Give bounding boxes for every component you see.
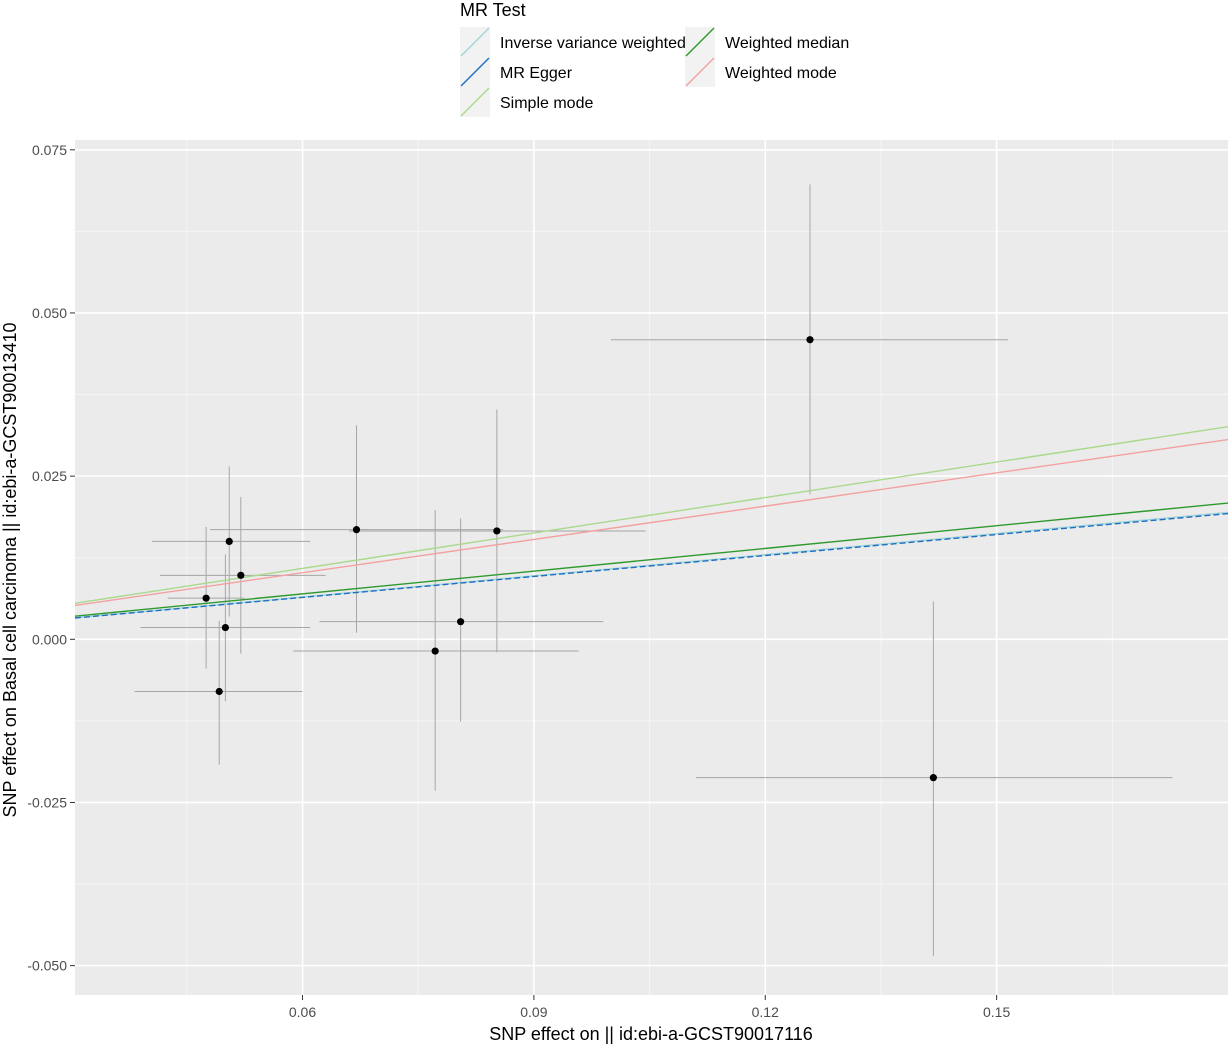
legend-label: Weighted mode <box>725 65 837 82</box>
legend-item-simple-mode: Simple mode <box>460 87 593 117</box>
x-tick-label: 0.12 <box>752 1004 779 1020</box>
x-tick-label: 0.09 <box>520 1004 547 1020</box>
line-mr-egger <box>74 512 1229 619</box>
line-simple-mode <box>74 425 1229 604</box>
y-tick-label: -0.050 <box>27 958 67 974</box>
x-axis: 0.06 0.09 0.12 0.15 <box>289 995 1010 1020</box>
y-tick-label: 0.050 <box>32 305 67 321</box>
data-point <box>215 687 223 696</box>
data-point <box>225 537 233 545</box>
data-points <box>202 336 937 782</box>
legend-key-line <box>685 57 715 87</box>
legend-item-weighted-mode: Weighted mode <box>685 57 837 87</box>
data-point <box>493 527 501 535</box>
legend-item-mr-egger: MR Egger <box>460 57 573 87</box>
data-point <box>929 774 937 782</box>
legend-items: Inverse variance weighted MR Egger Simple … <box>460 27 849 117</box>
y-tick-label: 0.025 <box>32 468 67 484</box>
line-weighted-mode <box>74 438 1229 607</box>
data-point <box>237 571 245 579</box>
legend-title: MR Test <box>460 0 526 20</box>
legend-label: MR Egger <box>500 65 573 82</box>
x-tick-label: 0.15 <box>983 1004 1010 1020</box>
legend-item-weighted-median: Weighted median <box>685 27 849 57</box>
y-tick-label: 0.075 <box>32 142 67 158</box>
legend-key-line <box>460 87 490 117</box>
data-point <box>457 618 465 626</box>
data-point <box>221 623 229 632</box>
legend-label: Simple mode <box>500 95 593 112</box>
y-tick-label: -0.025 <box>27 794 67 810</box>
legend-item-inverse-variance-weighted: Inverse variance weighted <box>460 27 686 57</box>
data-point <box>806 336 814 344</box>
y-axis: -0.050 -0.025 0.000 0.025 0.050 0.075 <box>27 142 75 974</box>
y-axis-title: SNP effect on Basal cell carcinoma || id… <box>0 323 20 818</box>
y-tick-label: 0.000 <box>32 631 67 647</box>
data-point <box>431 647 439 655</box>
line-weighted-median <box>74 502 1229 617</box>
x-axis-title: SNP effect on || id:ebi-a-GCST90017116 <box>489 1024 813 1044</box>
plot-panel <box>75 140 1228 995</box>
legend-label: Inverse variance weighted <box>500 35 686 52</box>
legend-label: Weighted median <box>725 35 849 52</box>
regression-lines <box>74 425 1229 619</box>
grid-major <box>75 140 1228 995</box>
legend: MR Test Inverse variance weighted MR Egge… <box>460 0 849 117</box>
legend-key-line <box>460 27 490 57</box>
legend-key-line <box>685 27 715 57</box>
x-tick-label: 0.06 <box>289 1004 316 1020</box>
data-point <box>352 526 361 534</box>
legend-key-line <box>460 57 490 87</box>
grid-minor <box>75 140 1228 995</box>
data-point <box>202 594 210 602</box>
